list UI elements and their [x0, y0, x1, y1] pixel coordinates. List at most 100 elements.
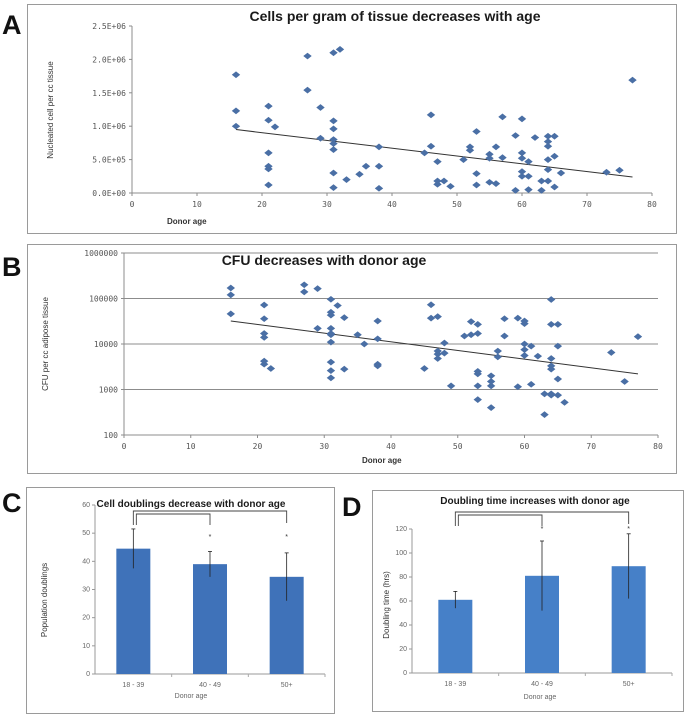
x-tick-label: 18 - 39 — [122, 682, 144, 689]
data-point — [556, 169, 566, 177]
chart-d-ylabel: Doubling time (hrs) — [382, 571, 391, 639]
data-point — [511, 186, 520, 194]
chart-a-title: Cells per gram of tissue decreases with … — [249, 8, 540, 24]
data-point — [329, 49, 338, 57]
data-point — [226, 310, 235, 318]
chart-b: CFU decreases with donor age Donor age C… — [41, 249, 663, 465]
data-point — [547, 355, 556, 362]
x-tick-label: 40 - 49 — [531, 681, 553, 688]
significance-marker: * — [541, 526, 544, 533]
data-point — [615, 166, 624, 174]
data-point — [326, 311, 336, 319]
data-point — [520, 340, 529, 348]
panel-label-c: C — [2, 488, 22, 518]
data-point — [433, 355, 442, 362]
data-point — [329, 169, 338, 177]
data-point — [326, 295, 336, 303]
chart-c: Cell doublings decrease with donor age D… — [40, 499, 326, 700]
data-point — [526, 342, 536, 350]
x-tick-label: 50+ — [623, 681, 635, 688]
data-point — [313, 325, 322, 332]
data-point — [329, 125, 338, 133]
data-point — [472, 128, 481, 135]
data-point — [553, 391, 563, 399]
y-tick-label: 10000 — [94, 340, 118, 349]
data-point — [486, 378, 496, 385]
y-tick-label: 10 — [82, 643, 90, 650]
data-point — [426, 314, 436, 322]
y-tick-label: 2.5E+06 — [92, 22, 126, 31]
data-point — [520, 352, 529, 359]
significance-marker: * — [627, 526, 630, 533]
x-tick-label: 18 - 39 — [444, 681, 466, 688]
data-point — [353, 331, 362, 339]
significance-bracket — [135, 513, 211, 525]
data-point — [553, 321, 563, 328]
chart-a-frame — [27, 4, 677, 234]
chart-a-xlabel: Donor age — [167, 217, 207, 226]
chart-c-title: Cell doublings decrease with donor age — [97, 499, 286, 510]
data-point — [491, 180, 501, 188]
data-point — [340, 365, 349, 373]
data-point — [446, 382, 456, 390]
data-point — [485, 178, 494, 186]
data-point — [493, 347, 502, 355]
data-point — [264, 116, 273, 124]
chart-b-title: CFU decreases with donor age — [222, 252, 427, 268]
significance-bracket — [454, 511, 630, 526]
data-point — [553, 375, 563, 383]
y-tick-label: 0 — [403, 670, 407, 677]
data-point — [537, 177, 546, 185]
data-point — [440, 339, 449, 347]
y-tick-label: 1000000 — [84, 249, 118, 258]
data-point — [517, 154, 527, 162]
data-point — [473, 370, 482, 378]
data-point — [374, 184, 384, 192]
data-point — [333, 302, 342, 309]
chart-b-frame — [27, 244, 677, 474]
data-point — [520, 346, 529, 354]
data-point — [543, 132, 553, 140]
data-point — [524, 172, 533, 180]
x-tick-label: 40 — [386, 442, 396, 451]
x-tick-label: 70 — [586, 442, 596, 451]
y-tick-label: 50 — [82, 530, 90, 537]
significance-marker: * — [285, 534, 288, 541]
data-point — [486, 372, 496, 380]
data-point — [360, 340, 369, 348]
y-tick-label: 100 — [395, 550, 407, 557]
data-point — [493, 353, 502, 361]
data-point — [473, 382, 482, 390]
data-point — [326, 358, 336, 366]
data-point — [533, 352, 543, 360]
trendline — [230, 320, 639, 375]
panel-label-a: A — [2, 10, 22, 40]
data-point — [426, 111, 436, 119]
data-point — [524, 158, 533, 165]
x-tick-label: 20 — [257, 200, 267, 209]
data-point — [226, 291, 235, 299]
data-point — [446, 182, 455, 190]
data-point — [300, 288, 309, 296]
data-point — [259, 333, 269, 341]
y-tick-label: 60 — [82, 502, 90, 509]
y-tick-label: 1000 — [99, 386, 118, 395]
x-tick-label: 80 — [653, 442, 663, 451]
data-point — [433, 313, 442, 320]
data-point — [259, 315, 269, 323]
chart-b-xlabel: Donor age — [362, 456, 402, 465]
chart-c-ylabel: Population doublings — [40, 563, 49, 637]
y-tick-label: 30 — [82, 587, 90, 594]
data-point — [326, 325, 336, 332]
data-point — [326, 374, 336, 382]
y-tick-label: 100 — [104, 431, 119, 440]
y-tick-label: 5.0E+05 — [92, 156, 126, 165]
data-point — [547, 321, 556, 328]
data-point — [560, 399, 569, 406]
data-point — [472, 170, 481, 177]
y-tick-label: 60 — [399, 598, 407, 605]
data-point — [340, 314, 349, 321]
x-tick-label: 60 — [517, 200, 527, 209]
data-point — [439, 177, 449, 185]
data-point — [500, 315, 509, 323]
